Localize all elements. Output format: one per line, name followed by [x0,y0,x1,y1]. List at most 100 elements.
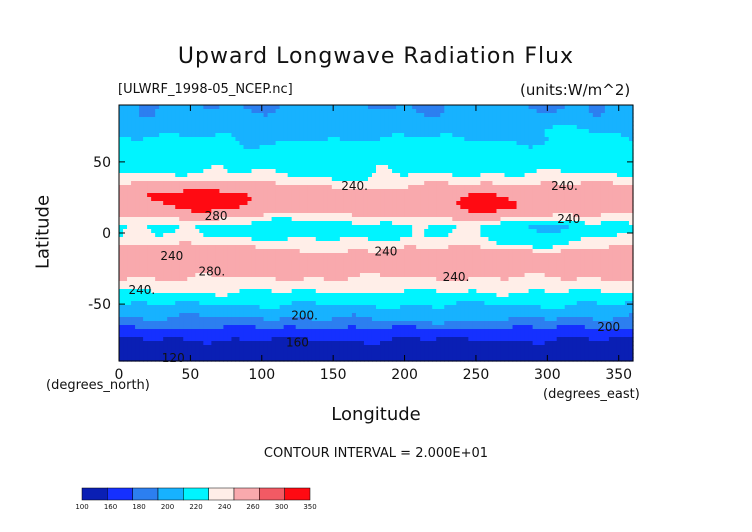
field-cell [476,181,482,186]
field-cell [167,205,172,210]
field-cell [448,205,453,210]
field-cell [147,201,152,206]
field-cell [127,181,132,186]
field-cell [131,257,136,262]
field-cell [484,229,490,234]
field-cell [215,189,220,194]
field-cell [315,157,321,162]
field-cell [604,165,610,170]
field-cell [580,149,586,154]
field-cell [396,133,401,138]
field-cell [440,153,445,158]
field-cell [347,229,353,234]
field-cell [227,185,233,190]
field-cell [516,197,522,202]
field-cell [620,209,626,214]
field-cell [259,237,265,242]
field-cell [580,217,586,222]
field-cell [388,245,393,250]
field-cell [135,165,140,170]
field-cell [271,113,277,118]
field-cell [267,257,273,262]
field-cell [628,253,634,258]
field-cell [500,221,506,226]
field-cell [271,161,277,166]
field-cell [540,197,546,202]
field-cell [424,109,429,114]
field-cell [215,233,220,238]
field-cell [384,113,389,118]
field-cell [187,201,192,206]
field-cell [243,153,249,158]
field-cell [319,113,325,118]
field-cell [319,161,325,166]
field-cell [323,249,329,254]
field-cell [600,249,606,254]
field-cell [492,253,498,258]
field-cell [171,221,176,226]
field-cell [408,181,413,186]
field-cell [323,241,329,246]
field-cell [492,181,498,186]
field-cell [392,149,397,154]
field-cell [247,205,253,210]
field-cell [243,193,249,198]
field-cell [588,221,594,226]
field-cell [175,229,180,234]
field-cell [560,129,566,134]
field-cell [367,245,373,250]
field-cell [139,181,144,186]
field-cell [179,137,184,142]
field-cell [311,241,317,246]
field-cell [520,237,526,242]
field-cell [307,173,313,178]
field-cell [608,145,614,150]
field-cell [524,157,530,162]
field-cell [608,129,614,134]
field-cell [307,185,313,190]
field-cell [135,141,140,146]
field-cell [436,257,441,262]
field-cell [488,257,494,262]
field-cell [327,209,333,214]
field-cell [167,217,172,222]
field-cell [432,173,437,178]
field-cell [119,129,124,134]
field-cell [540,137,546,142]
field-cell [299,233,305,238]
field-cell [303,157,309,162]
field-cell [319,193,325,198]
field-cell [508,169,514,174]
field-cell [556,153,562,158]
field-cell [231,121,237,126]
field-cell [576,213,582,218]
field-cell [532,109,538,114]
field-cell [235,161,241,166]
field-cell [135,205,140,210]
field-cell [544,201,550,206]
field-cell [219,241,225,246]
field-cell [500,225,506,230]
field-cell [484,145,490,150]
field-cell [195,137,200,142]
field-cell [351,249,357,254]
field-cell [339,209,345,214]
field-cell [476,217,482,222]
field-cell [436,181,441,186]
field-cell [412,161,417,166]
field-cell [460,169,465,174]
field-cell [351,205,357,210]
field-cell [488,253,494,258]
field-cell [440,225,445,230]
field-cell [580,241,586,246]
field-cell [628,229,634,234]
field-cell [608,177,614,182]
field-cell [315,169,321,174]
field-cell [187,109,192,114]
field-cell [552,153,558,158]
field-cell [215,181,220,186]
field-cell [404,113,409,118]
field-cell [139,185,144,190]
field-cell [412,253,417,258]
field-cell [568,117,574,122]
